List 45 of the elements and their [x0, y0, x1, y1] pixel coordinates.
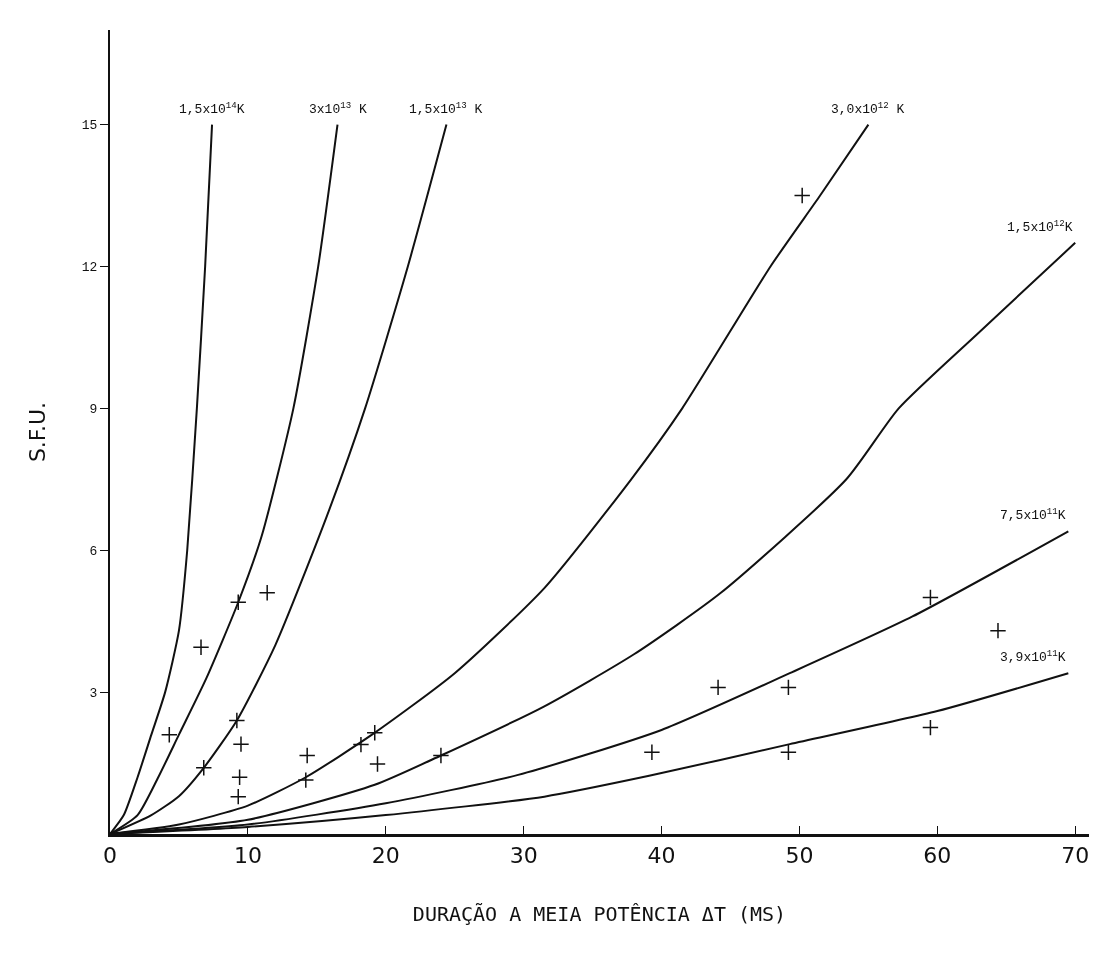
point [229, 788, 247, 806]
x-tick-label: 0 [103, 843, 117, 869]
series-label: 3,0x10$^{12}$ K [831, 100, 905, 118]
y-tick-label: 6 [89, 543, 98, 559]
x-tick-label: 60 [923, 843, 952, 869]
x-tick-label: 70 [1061, 843, 1090, 869]
y-axis-title: S.F.U. [25, 401, 51, 463]
point [921, 719, 939, 737]
x-tick-label: 40 [647, 843, 676, 869]
x-tick-label: 10 [233, 843, 262, 869]
x-tick-label: 30 [509, 843, 538, 869]
point [232, 735, 250, 753]
series-label: 1,5x10$^{12}$K [1007, 218, 1073, 236]
y-tick-label: 3 [89, 685, 98, 701]
x-tick-label: 50 [785, 843, 814, 869]
point [793, 187, 811, 204]
point [229, 593, 247, 611]
point [192, 638, 210, 656]
point [258, 584, 276, 602]
point [160, 726, 178, 744]
point [989, 622, 1007, 640]
series-label: 3,9x10$^{11}$K [1000, 648, 1066, 666]
point [366, 724, 384, 742]
point [298, 747, 316, 764]
x-tick-label: 20 [371, 843, 400, 869]
y-tick-label: 9 [89, 401, 98, 417]
point [352, 736, 370, 754]
series-label: 1,5x10$^{13}$ K [409, 100, 483, 118]
point [432, 747, 450, 764]
series-label: 1,5x10$^{14}$K [179, 100, 245, 118]
point [195, 759, 213, 777]
point [369, 755, 386, 773]
point [231, 768, 249, 786]
point [709, 678, 727, 696]
point [779, 678, 797, 696]
point [921, 589, 939, 606]
y-tick-label: 12 [81, 260, 98, 276]
series-label: 7,5x10$^{11}$K [1000, 506, 1066, 524]
point [228, 712, 246, 729]
point [297, 771, 315, 789]
x-axis-title: DURAÇÃO A MEIA POTÊNCIA ΔT (MS) [412, 901, 787, 926]
point [643, 743, 661, 761]
point [779, 743, 797, 761]
series-label: 3x10$^{13}$ K [309, 100, 367, 118]
y-tick-label: 15 [81, 118, 98, 134]
